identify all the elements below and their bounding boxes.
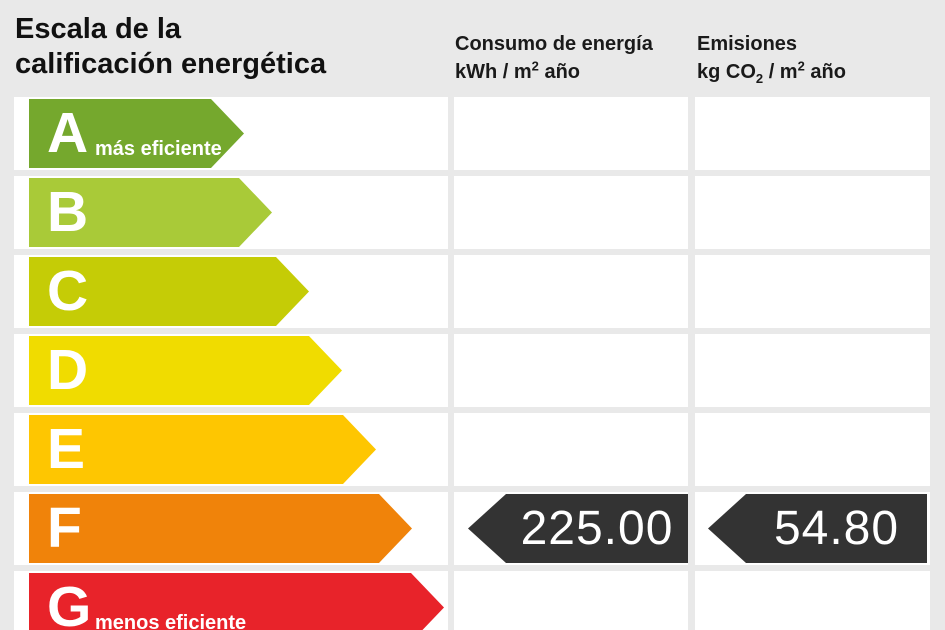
rating-row: G menos eficiente (0, 571, 945, 630)
emisiones-cell (695, 255, 930, 328)
rating-note: menos eficiente (95, 612, 247, 630)
rating-letter: F (47, 496, 82, 560)
emisiones-cell (695, 97, 930, 170)
subscript-2: 2 (755, 71, 764, 86)
emisiones-cell: 54.80 (695, 492, 930, 565)
column-header-emisiones: Emisiones kg CO2 / m2 año (697, 30, 846, 86)
consumo-cell (454, 334, 688, 407)
scale-cell: A más eficiente (14, 97, 448, 170)
page-title-line1: Escala de la (15, 13, 182, 45)
emisiones-header-title: Emisiones (697, 33, 798, 55)
rating-arrow: A más eficiente (29, 99, 244, 168)
rating-arrow: G menos eficiente (29, 573, 444, 630)
rating-arrow: E (29, 415, 376, 484)
consumo-value-arrow: 225.00 (468, 494, 688, 563)
emisiones-header-units: kg CO2 / m2 año (697, 58, 846, 86)
rating-row: A más eficiente (0, 97, 945, 170)
rating-letter: D (47, 338, 89, 402)
consumo-cell (454, 176, 688, 249)
emisiones-cell (695, 176, 930, 249)
rating-letter: B (47, 180, 89, 244)
rating-letter: E (47, 417, 86, 481)
consumo-cell (454, 97, 688, 170)
rating-row: E (0, 413, 945, 486)
rating-letter: A (47, 101, 89, 165)
consumo-header-units: kWh / m2 año (455, 58, 581, 83)
scale-cell: F (14, 492, 448, 565)
superscript-2: 2 (531, 58, 539, 74)
consumo-cell (454, 413, 688, 486)
scale-cell: B (14, 176, 448, 249)
scale-cell: E (14, 413, 448, 486)
rating-arrow: D (29, 336, 342, 405)
scale-cell: C (14, 255, 448, 328)
consumo-header-title: Consumo de energía (455, 33, 653, 55)
rating-arrow: F (29, 494, 412, 563)
consumo-cell: 225.00 (454, 492, 688, 565)
column-header-consumo: Consumo de energía kWh / m2 año (455, 30, 653, 86)
emisiones-cell (695, 571, 930, 630)
rating-row: D (0, 334, 945, 407)
scale-cell: D (14, 334, 448, 407)
consumo-cell (454, 255, 688, 328)
emisiones-value-arrow: 54.80 (708, 494, 927, 563)
superscript-2: 2 (797, 58, 805, 74)
emisiones-cell (695, 334, 930, 407)
rating-note: más eficiente (95, 138, 222, 160)
rating-arrow: C (29, 257, 309, 326)
rating-arrow: B (29, 178, 272, 247)
consumo-cell (454, 571, 688, 630)
rating-row: F 225.00 54.80 (0, 492, 945, 565)
rating-row: B (0, 176, 945, 249)
rating-letter: C (47, 259, 89, 323)
rating-letter: G (47, 575, 92, 630)
scale-cell: G menos eficiente (14, 571, 448, 630)
page-title: Escala de la calificación energética (15, 12, 326, 82)
rating-row: C (0, 255, 945, 328)
emisiones-cell (695, 413, 930, 486)
page-title-line2: calificación energética (15, 48, 327, 80)
